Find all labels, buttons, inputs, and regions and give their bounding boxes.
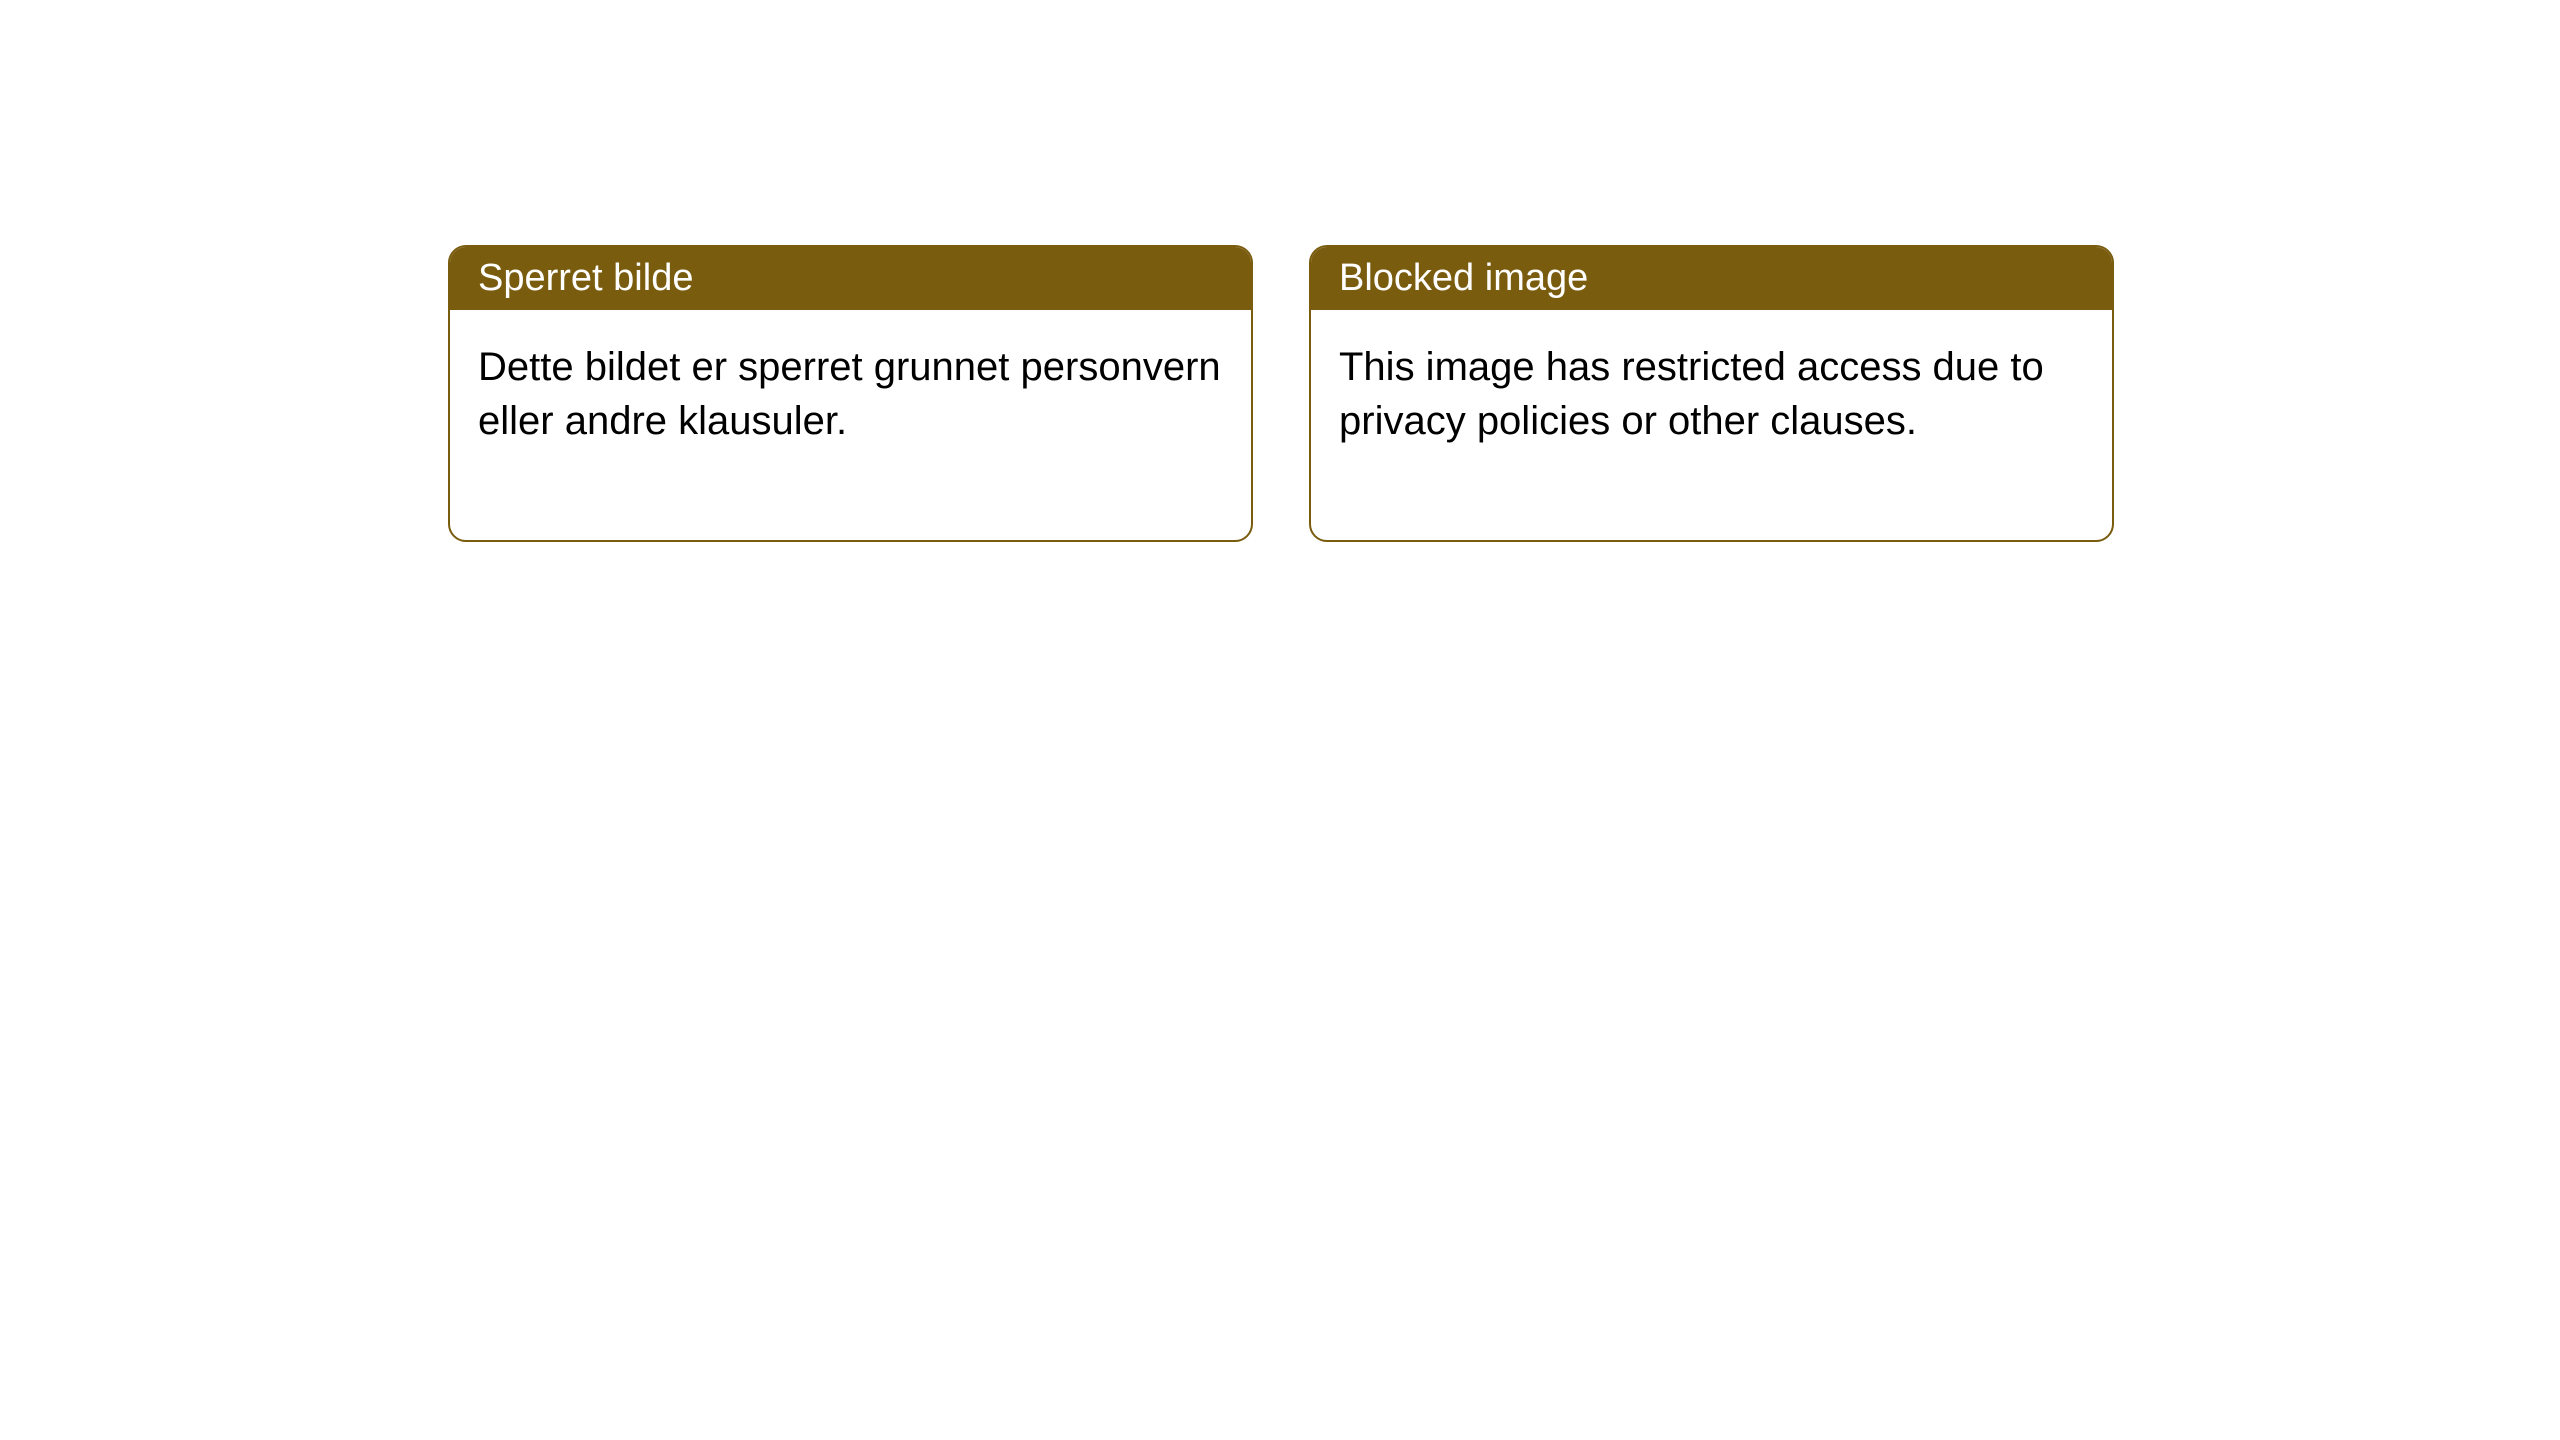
card-header: Sperret bilde (450, 247, 1251, 310)
card-body: Dette bildet er sperret grunnet personve… (450, 310, 1251, 540)
notice-card-english: Blocked image This image has restricted … (1309, 245, 2114, 542)
card-title: Blocked image (1339, 257, 1588, 299)
notice-cards-container: Sperret bilde Dette bildet er sperret gr… (448, 245, 2114, 542)
card-body-text: Dette bildet er sperret grunnet personve… (478, 345, 1221, 443)
card-title: Sperret bilde (478, 257, 693, 299)
card-header: Blocked image (1311, 247, 2112, 310)
card-body: This image has restricted access due to … (1311, 310, 2112, 540)
notice-card-norwegian: Sperret bilde Dette bildet er sperret gr… (448, 245, 1253, 542)
card-body-text: This image has restricted access due to … (1339, 345, 2044, 443)
